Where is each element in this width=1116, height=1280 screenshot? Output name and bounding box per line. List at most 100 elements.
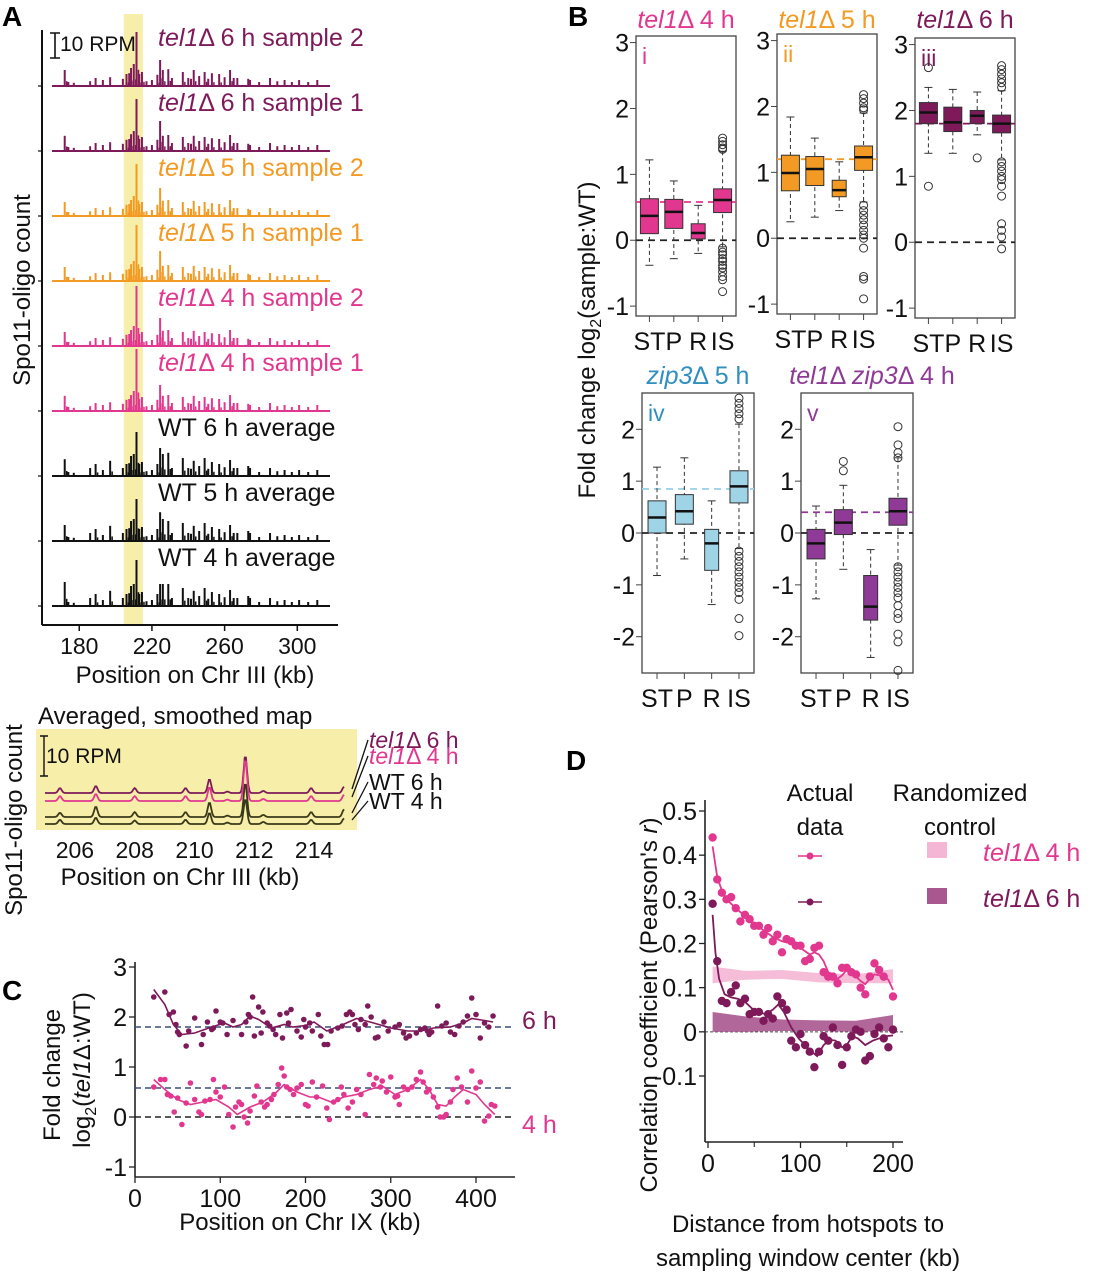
data-point — [888, 1025, 898, 1034]
data-point — [364, 1003, 371, 1009]
data-point — [485, 1113, 492, 1119]
data-point — [400, 1030, 407, 1036]
data-point — [464, 1013, 471, 1019]
x-axis-label-line1: Distance from hotspots to — [672, 1211, 944, 1238]
subplot-numeral: iii — [921, 45, 936, 71]
track-3: tel1Δ 5 h sample 1 — [38, 219, 364, 282]
x-tick-label: 214 — [295, 837, 334, 863]
outlier-point — [718, 256, 728, 266]
y-tick-label: 2 — [615, 95, 629, 123]
x-tick-label: 300 — [278, 633, 316, 659]
outlier-point — [997, 82, 1007, 92]
outlier-point — [734, 409, 744, 419]
y-tick-label: -1 — [105, 1154, 127, 1182]
data-point — [352, 1021, 358, 1028]
data-point — [324, 1041, 331, 1048]
y-tick-label: 0 — [780, 520, 794, 548]
data-point — [349, 1099, 356, 1105]
series-label-4h: 4 h — [522, 1111, 557, 1139]
data-point — [736, 917, 745, 926]
box-iqr — [805, 156, 825, 187]
subplot-title: tel1Δ 5 h — [778, 6, 875, 34]
data-point — [865, 1051, 875, 1061]
outlier-point — [718, 133, 728, 143]
data-point — [400, 1084, 407, 1090]
data-point — [326, 1116, 333, 1123]
data-point — [251, 1093, 258, 1099]
y-tick-label: -2 — [613, 624, 635, 652]
track-label: tel1Δ 6 h sample 1 — [158, 89, 364, 117]
data-point — [473, 1085, 479, 1091]
series-actual-1 — [708, 899, 898, 1072]
data-point — [221, 1084, 228, 1090]
x-tick-label: 212 — [235, 837, 273, 863]
x-tick-label: 220 — [133, 633, 171, 659]
x-tick-label: R — [703, 685, 721, 713]
smoothed-line — [153, 989, 494, 1036]
data-point — [805, 954, 814, 964]
box-P: P — [664, 180, 684, 356]
data-point — [722, 998, 731, 1008]
data-point — [279, 1035, 286, 1041]
y-tick-label: -1 — [886, 295, 908, 323]
y-tick-label: 2 — [756, 93, 770, 121]
scale-bar-label: 10 RPM — [60, 33, 136, 56]
outlier-point — [734, 577, 744, 587]
data-point — [763, 923, 773, 933]
box-iqr — [704, 528, 720, 571]
data-point — [300, 1016, 307, 1023]
data-point — [796, 1029, 805, 1039]
y-tick-label: 3 — [894, 32, 908, 60]
data-point — [150, 1084, 157, 1090]
outlier-point — [718, 254, 728, 264]
box-IS: IS — [886, 422, 910, 713]
data-point — [385, 1028, 391, 1034]
data-point — [268, 1096, 275, 1103]
x-tick-label: IS — [990, 330, 1014, 358]
data-point — [324, 1105, 330, 1111]
outlier-point — [997, 191, 1007, 201]
track-8: WT 4 h average — [38, 544, 335, 607]
smoothed-line-1 — [44, 760, 345, 802]
data-point — [275, 1081, 282, 1088]
x-tick-label: 0 — [128, 1185, 142, 1213]
box-iqr — [664, 198, 684, 229]
data-point — [490, 1013, 496, 1019]
inset-background — [36, 729, 357, 830]
x-tick-label: IS — [886, 685, 910, 713]
outlier-point — [859, 105, 869, 115]
inset-series-label: WT 6 h — [369, 769, 443, 795]
x-tick-label: ST — [912, 330, 944, 358]
box-ST: ST — [633, 159, 665, 356]
data-point — [362, 1021, 368, 1028]
data-point — [745, 915, 754, 924]
data-point — [731, 981, 740, 990]
outlier-point — [859, 103, 869, 113]
leader-line — [351, 739, 369, 790]
randomized-control-band — [712, 1011, 893, 1032]
data-point — [726, 892, 736, 902]
data-point — [191, 1015, 198, 1021]
data-point — [309, 1028, 316, 1034]
data-point — [759, 1016, 768, 1025]
x-tick-label: 100 — [199, 1185, 241, 1213]
data-point — [754, 1007, 764, 1017]
panel-a-inset: Spo11-oligo count Averaged, smoothed map 1… — [1, 703, 459, 916]
series-4h — [150, 1065, 498, 1130]
data-point — [204, 1019, 211, 1025]
data-point — [874, 965, 884, 975]
x-tick-label: 300 — [370, 1185, 412, 1213]
data-point — [865, 972, 875, 981]
box-IS: IS — [711, 133, 734, 356]
data-point — [210, 1076, 217, 1083]
outlier-point — [718, 140, 728, 150]
scale-bar — [40, 735, 48, 777]
y-axis-label-line1: Fold change — [39, 1009, 66, 1141]
data-point — [396, 1021, 403, 1028]
subplot-numeral: i — [642, 43, 647, 69]
y-tick-label: 0 — [756, 225, 770, 253]
data-point — [837, 1060, 847, 1070]
data-point — [888, 992, 898, 1001]
data-point — [810, 1062, 819, 1072]
subplot-title: zip3Δ 5 h — [646, 362, 750, 390]
